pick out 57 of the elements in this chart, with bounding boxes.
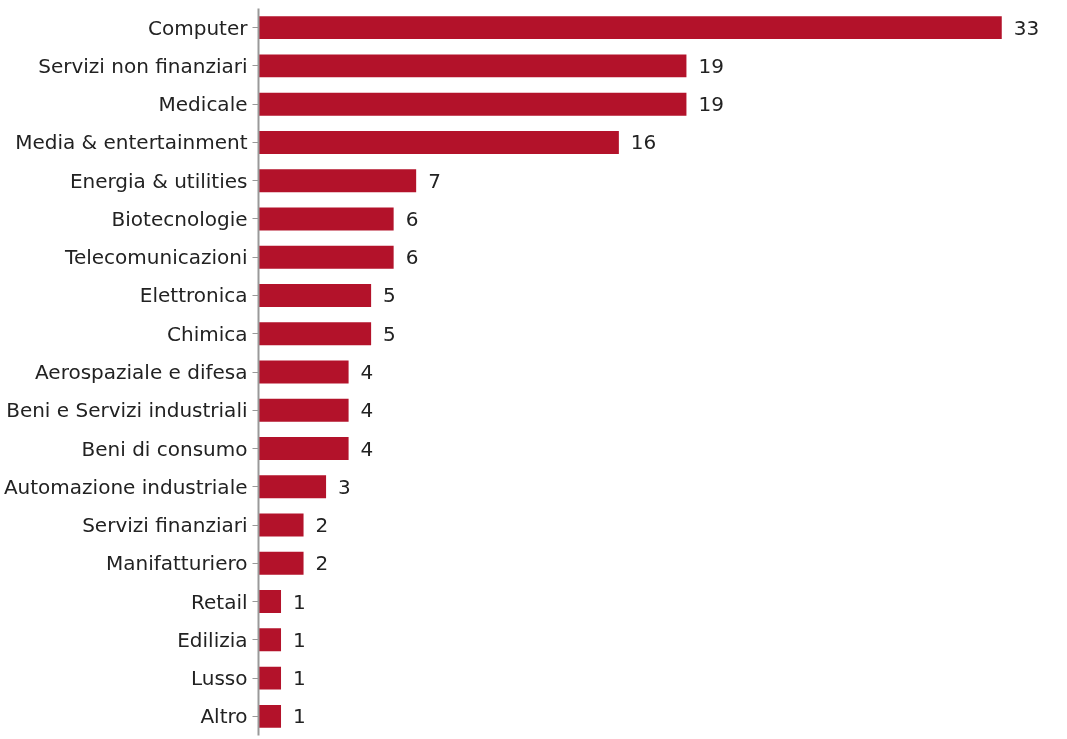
bar <box>258 704 282 728</box>
y-tick-label: Beni di consumo <box>81 436 248 461</box>
bar <box>258 513 304 537</box>
bar <box>258 398 349 422</box>
bar <box>258 551 304 575</box>
bar <box>258 16 1002 40</box>
data-label: 1 <box>293 627 306 652</box>
bar <box>258 130 619 154</box>
y-tick-label: Automazione industriale <box>3 474 248 499</box>
y-tick-label: Media & entertainment <box>15 130 248 155</box>
y-tick-label: Chimica <box>167 321 248 346</box>
data-label: 4 <box>360 398 374 423</box>
y-tick-label: Elettronica <box>139 283 248 308</box>
y-tick-label: Retail <box>190 589 248 614</box>
y-tick-label: Computer <box>148 15 249 40</box>
y-tick-label: Aerospaziale e difesa <box>35 360 248 384</box>
y-tick-label: Servizi non finanziari <box>38 53 248 78</box>
data-label: 19 <box>698 53 724 78</box>
y-tick-label: Telecomunicazioni <box>64 245 248 270</box>
data-label: 4 <box>360 360 374 384</box>
y-tick-label: Biotecnologie <box>111 206 248 231</box>
data-label: 5 <box>383 321 396 346</box>
data-label: 4 <box>360 436 374 461</box>
bar <box>258 54 687 78</box>
bar <box>258 322 372 346</box>
data-label: 1 <box>293 589 306 614</box>
bar <box>258 283 372 307</box>
data-label: 16 <box>630 130 657 155</box>
bar <box>258 666 282 690</box>
y-tick-label: Edilizia <box>177 627 248 652</box>
bar <box>258 207 394 231</box>
y-tick-label: Altro <box>200 704 248 729</box>
data-label: 5 <box>383 283 396 308</box>
y-tick-label: Energia & utilities <box>69 168 248 193</box>
bar <box>258 628 282 652</box>
data-label: 1 <box>293 666 306 691</box>
data-label: 2 <box>315 513 329 538</box>
bar <box>258 169 417 193</box>
bar <box>258 590 282 614</box>
y-tick-label: Lusso <box>190 666 248 691</box>
data-label: 2 <box>315 551 329 576</box>
data-label: 6 <box>405 206 419 231</box>
bar <box>258 360 349 384</box>
data-label: 33 <box>1013 15 1040 40</box>
bar <box>258 437 349 461</box>
y-tick-label: Manifatturiero <box>106 551 248 576</box>
data-label: 7 <box>428 168 441 193</box>
y-tick-label: Servizi finanziari <box>82 513 248 538</box>
bar <box>258 92 687 116</box>
data-label: 19 <box>698 92 724 117</box>
data-label: 3 <box>338 474 351 499</box>
bar <box>258 245 394 269</box>
y-tick-label: Medicale <box>158 92 248 117</box>
y-tick-label: Beni e Servizi industriali <box>6 398 248 423</box>
data-label: 6 <box>405 245 419 270</box>
data-label: 1 <box>293 704 306 729</box>
bar <box>258 475 327 499</box>
